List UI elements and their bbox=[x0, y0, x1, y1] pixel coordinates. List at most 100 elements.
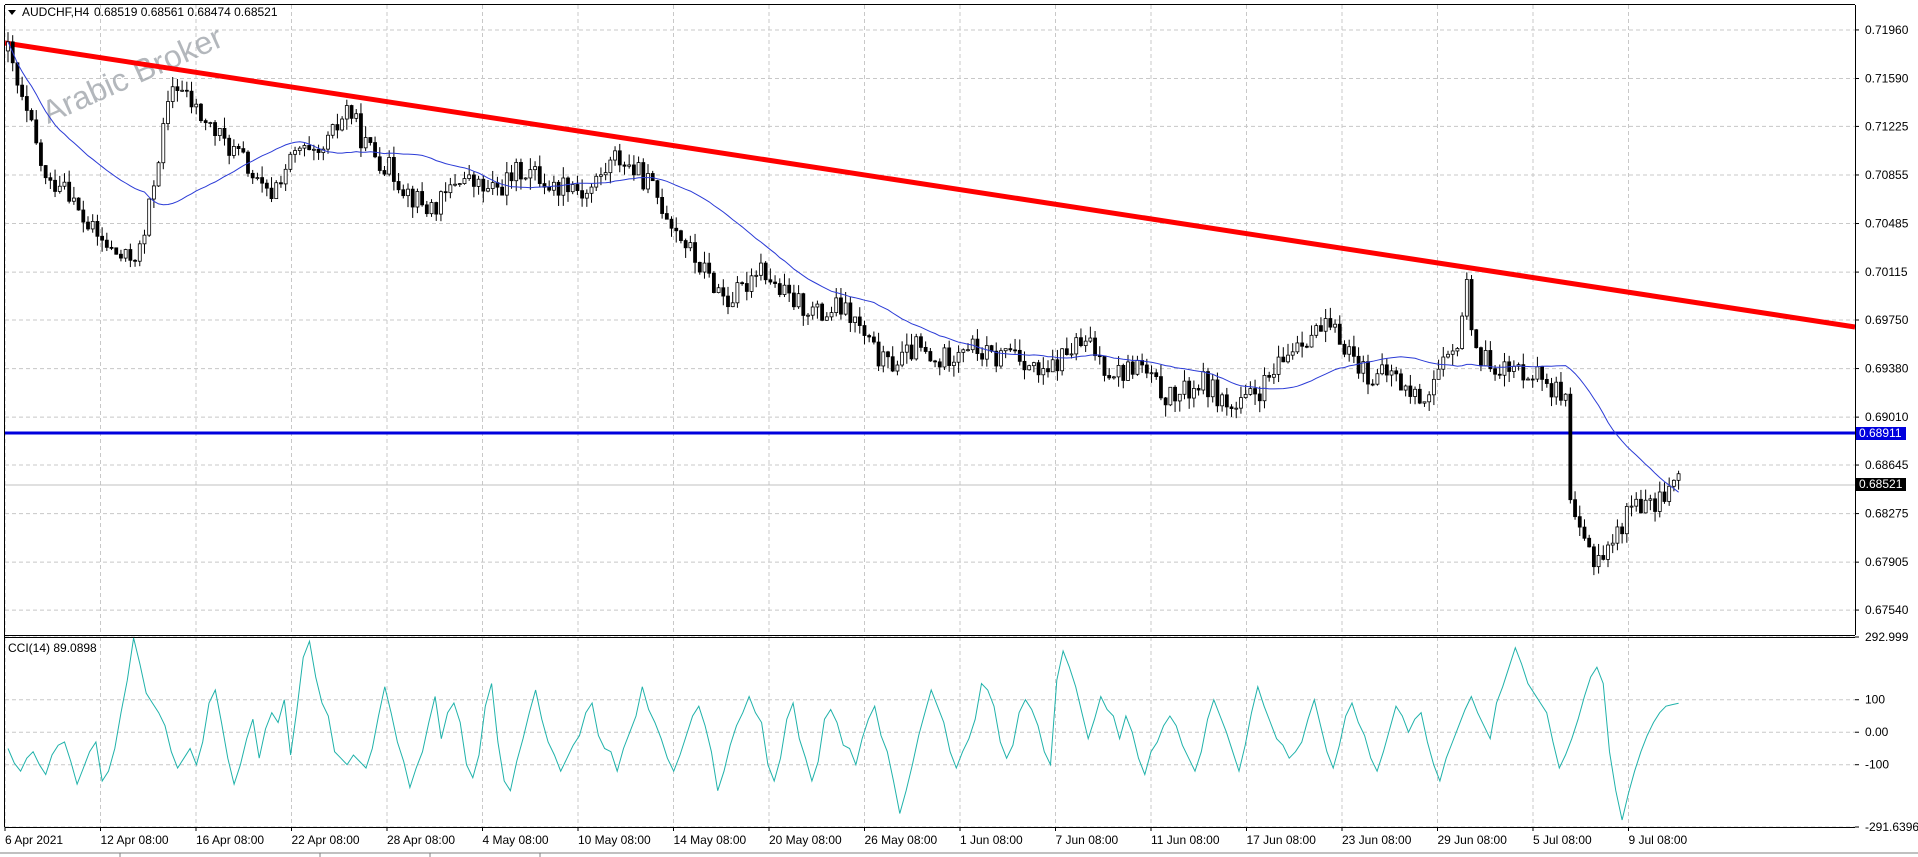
candle-body bbox=[584, 192, 589, 199]
candle-body bbox=[1088, 337, 1093, 342]
candle-body bbox=[1079, 337, 1083, 347]
candle-body bbox=[1455, 348, 1460, 352]
candle-body bbox=[514, 162, 519, 182]
candle-body bbox=[810, 306, 815, 316]
price-tag-support: 0.68911 bbox=[1856, 426, 1906, 440]
candle-body bbox=[961, 349, 966, 353]
dropdown-triangle-icon[interactable] bbox=[8, 10, 16, 15]
candle-body bbox=[48, 177, 53, 181]
candle-body bbox=[1319, 325, 1323, 332]
candle-body bbox=[1187, 380, 1192, 399]
price-tick-label: 0.68645 bbox=[1865, 458, 1909, 472]
candle-body bbox=[716, 287, 721, 293]
candle-body bbox=[999, 350, 1003, 367]
candle-body bbox=[476, 178, 481, 187]
candle-body bbox=[914, 336, 919, 360]
candle-body bbox=[1069, 353, 1074, 356]
candle-body bbox=[133, 259, 137, 262]
candle-body bbox=[1102, 355, 1107, 376]
candle-body bbox=[1450, 350, 1455, 355]
candle-body bbox=[194, 103, 199, 108]
candle-body bbox=[683, 240, 688, 249]
candle-body bbox=[57, 185, 62, 192]
candle-body bbox=[1502, 361, 1507, 376]
candle-body bbox=[1526, 378, 1530, 381]
candle-body bbox=[109, 246, 114, 249]
candle-body bbox=[820, 303, 825, 321]
candle-body bbox=[1295, 342, 1300, 353]
candle-body bbox=[848, 302, 853, 323]
candle-body bbox=[1394, 370, 1399, 375]
candle-body bbox=[1083, 340, 1088, 347]
price-tick-label: 0.69750 bbox=[1865, 313, 1909, 327]
candle-body bbox=[349, 105, 354, 119]
candle-body bbox=[1591, 546, 1596, 568]
candle-body bbox=[81, 209, 86, 223]
candle-body bbox=[857, 316, 862, 326]
candle-body bbox=[801, 293, 806, 316]
candle-body bbox=[217, 127, 222, 137]
symbol-label: AUDCHF,H4 bbox=[22, 5, 90, 19]
candle-body bbox=[382, 170, 387, 175]
price-tick-label: 0.69010 bbox=[1865, 410, 1909, 424]
price-tick-label: 0.71590 bbox=[1865, 72, 1909, 86]
candle-body bbox=[184, 89, 189, 92]
candle-body bbox=[834, 297, 839, 313]
candle-body bbox=[241, 148, 246, 153]
candle-body bbox=[1422, 401, 1427, 404]
candle-body bbox=[1380, 364, 1385, 375]
candle-body bbox=[1483, 350, 1488, 367]
candle-body bbox=[594, 175, 599, 188]
candle-body bbox=[933, 360, 937, 363]
trendline[interactable] bbox=[4, 40, 1856, 330]
candle-body bbox=[434, 202, 439, 215]
candle-body bbox=[707, 262, 712, 274]
candle-body bbox=[1488, 350, 1493, 370]
candle-body bbox=[1384, 364, 1389, 376]
candle-body bbox=[471, 174, 476, 187]
candle-body bbox=[688, 242, 693, 249]
candle-body bbox=[1224, 394, 1229, 408]
time-axis: 6 Apr 2021 12 Apr 08:00 16 Apr 08:00 22 Apr… bbox=[4, 827, 1688, 847]
candle-body bbox=[260, 177, 265, 184]
bottom-scroll-strip bbox=[0, 852, 1918, 857]
candle-body bbox=[170, 86, 175, 102]
candle-body bbox=[424, 204, 429, 215]
candle-body bbox=[147, 198, 152, 236]
candle-body bbox=[815, 303, 820, 308]
candle-body bbox=[1587, 537, 1592, 548]
candle-body bbox=[1107, 375, 1112, 379]
price-tick-label: 0.71960 bbox=[1865, 23, 1909, 37]
candle-body bbox=[523, 177, 528, 180]
candle-body bbox=[547, 186, 552, 191]
candle-body bbox=[1563, 393, 1568, 401]
candle-body bbox=[1493, 368, 1497, 375]
candle-body bbox=[1417, 388, 1422, 404]
candle-body bbox=[1191, 388, 1196, 399]
candle-body bbox=[1446, 353, 1450, 358]
candle-body bbox=[335, 124, 340, 131]
candle-body bbox=[354, 113, 359, 119]
candle-body bbox=[203, 120, 208, 124]
candle-body bbox=[29, 110, 34, 121]
candle-body bbox=[1413, 388, 1417, 397]
candle-body bbox=[1370, 383, 1375, 386]
candle-body bbox=[467, 174, 472, 179]
candle-body bbox=[1271, 373, 1276, 378]
candle-body bbox=[1479, 347, 1483, 367]
candle-body bbox=[749, 275, 754, 292]
candle-body bbox=[622, 164, 627, 167]
candle-body bbox=[1121, 365, 1126, 381]
candle-body bbox=[1676, 473, 1681, 481]
candle-body bbox=[344, 105, 349, 120]
candle-body bbox=[980, 353, 985, 360]
candle-body bbox=[646, 173, 650, 190]
candle-body bbox=[1041, 368, 1046, 376]
candle-body bbox=[363, 137, 368, 149]
candle-body bbox=[377, 156, 382, 171]
candle-body bbox=[631, 164, 636, 176]
candle-body bbox=[123, 249, 128, 259]
candle-body bbox=[627, 164, 632, 167]
candle-body bbox=[274, 182, 279, 200]
